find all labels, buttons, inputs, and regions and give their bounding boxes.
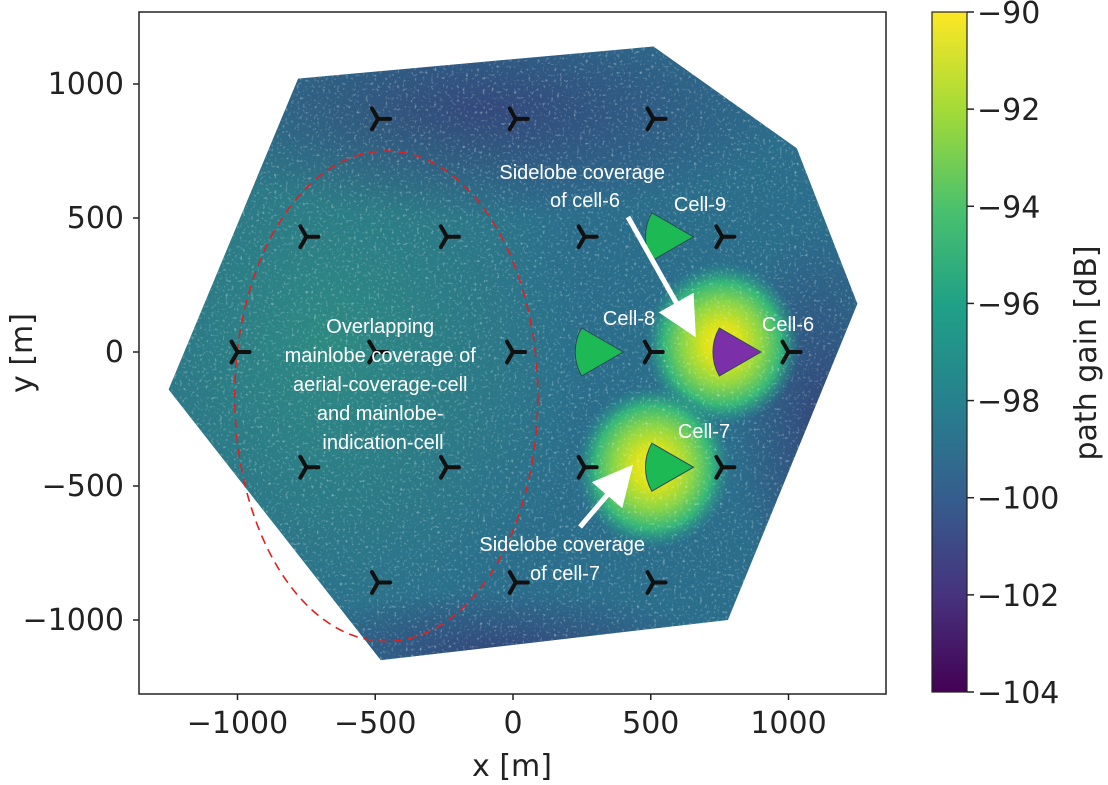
annotation-sidelobe-7-line-1: Sidelobe coverage bbox=[479, 534, 645, 556]
annotation-sidelobe-6: Sidelobe coverage of cell-6 bbox=[499, 162, 670, 212]
base-station-11 bbox=[642, 339, 665, 365]
annotation-sidelobe-6-line-2: of cell-6 bbox=[550, 190, 620, 212]
annotation-overlap-line-1: Overlapping bbox=[326, 316, 434, 338]
colorbar-tick-label-5: −98 bbox=[977, 385, 1040, 420]
colorbar-tick-label-4: −96 bbox=[977, 287, 1040, 322]
base-station-14 bbox=[438, 454, 461, 480]
annotation-overlap-line-5: indication-cell bbox=[322, 432, 443, 454]
colorbar-tick-label-6: −100 bbox=[977, 482, 1059, 517]
annotation-overlap-line-2: mainlobe coverage of bbox=[285, 345, 477, 367]
colorbar-tick-label-8: −104 bbox=[977, 676, 1059, 711]
y-tick-label-2: 500 bbox=[67, 201, 124, 236]
x-tick-label-1: −1000 bbox=[187, 706, 288, 741]
arrow-sidelobe-7 bbox=[578, 464, 633, 529]
arrow-sidelobe-6 bbox=[625, 215, 696, 338]
base-station-9 bbox=[367, 339, 390, 365]
y-tick-label-1: 1000 bbox=[48, 67, 124, 102]
base-station-19 bbox=[645, 570, 668, 595]
base-station-5 bbox=[438, 224, 461, 250]
base-station-6 bbox=[576, 224, 599, 250]
cell-label-1: Cell-9 bbox=[674, 194, 726, 216]
colorbar bbox=[931, 11, 968, 693]
annotation-overlap-line-4: and mainlobe- bbox=[317, 403, 444, 425]
base-station-18 bbox=[507, 570, 530, 595]
cell-label-3: Cell-6 bbox=[762, 314, 814, 336]
y-tick-label-5: −1000 bbox=[23, 603, 124, 638]
base-station-17 bbox=[370, 570, 393, 595]
base-station-8 bbox=[229, 339, 252, 365]
y-axis-label: y [m] bbox=[5, 313, 40, 393]
cell-sector-4 bbox=[645, 442, 695, 492]
cell-label-4: Cell-7 bbox=[678, 421, 730, 443]
y-tick-label-3: 0 bbox=[105, 335, 124, 370]
colorbar-tick-label-7: −102 bbox=[977, 579, 1059, 614]
mainlobe-overlap-ellipse bbox=[233, 150, 539, 643]
base-station-7 bbox=[714, 224, 737, 250]
base-station-1 bbox=[370, 106, 393, 132]
colorbar-label: path gain [dB] bbox=[1069, 245, 1104, 460]
x-tick-label-2: −500 bbox=[334, 706, 416, 741]
cell-sector-2 bbox=[574, 327, 625, 377]
annotation-sidelobe-6-line-1: Sidelobe coverage bbox=[499, 162, 665, 184]
colorbar-tick-label-2: −92 bbox=[977, 93, 1040, 128]
colorbar-tick-label-3: −94 bbox=[977, 190, 1040, 225]
annotation-sidelobe-7-line-2: of cell-7 bbox=[530, 563, 600, 585]
y-tick-label-4: −500 bbox=[42, 469, 124, 504]
cell-sector-3 bbox=[712, 327, 762, 377]
base-station-2 bbox=[507, 106, 530, 132]
base-station-3 bbox=[645, 106, 668, 132]
base-station-13 bbox=[298, 454, 321, 480]
x-axis-label: x [m] bbox=[472, 749, 552, 784]
colorbar-tick-label-1: −90 bbox=[977, 0, 1040, 31]
x-tick-label-5: 1000 bbox=[750, 706, 826, 741]
base-station-10 bbox=[505, 339, 527, 365]
base-station-16 bbox=[714, 454, 737, 480]
base-station-12 bbox=[780, 339, 803, 365]
x-tick-label-4: 500 bbox=[622, 706, 679, 741]
annotation-overlap: Overlapping mainlobe coverage of aerial-… bbox=[285, 316, 482, 454]
annotation-overlap-line-3: aerial-coverage-cell bbox=[293, 374, 468, 396]
x-tick-label-3: 0 bbox=[503, 706, 522, 741]
annotation-sidelobe-7: Sidelobe coverage of cell-7 bbox=[479, 534, 650, 585]
base-station-4 bbox=[298, 224, 321, 250]
cell-label-2: Cell-8 bbox=[603, 308, 655, 330]
